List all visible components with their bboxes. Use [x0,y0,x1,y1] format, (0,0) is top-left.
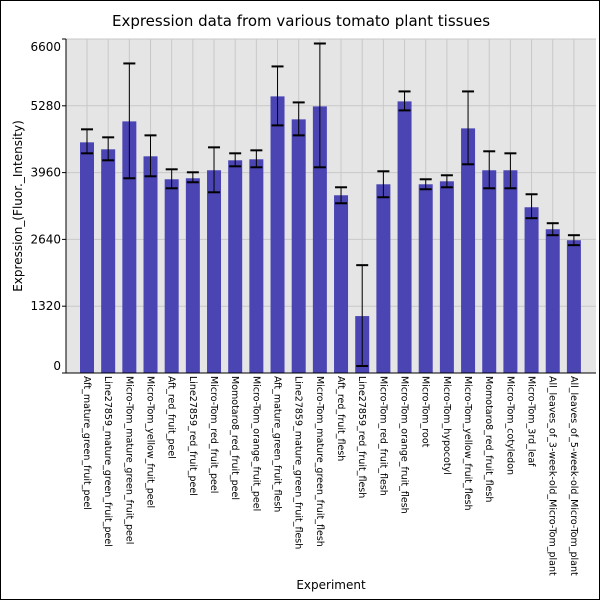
bar [418,184,433,373]
x-tick-label: Line27859_red_fruit_peel [187,376,198,496]
bar [439,181,454,373]
bar [80,142,94,373]
bar [207,170,222,373]
bar [503,170,518,373]
x-tick-label: Momotaro8_red_fruit_peel [229,376,240,500]
x-axis-label: Experiment [296,578,366,592]
bar [249,159,264,373]
x-tick-label: Micro-Tom_yellow_fruit_peel [145,376,156,508]
bar [397,101,412,373]
bar [270,96,285,374]
x-tick-label: Aft_mature_green_fruit_peel [81,376,92,510]
y-tick-label: 5280 [30,99,61,113]
x-tick-label: Micro-Tom_3rd_leaf [526,376,537,467]
x-tick-label: All_leaves_of_3-week-old_Micro-Tom_plant [547,376,558,576]
x-tick-label: Aft_red_fruit_peel [166,376,177,459]
x-tick-label: Micro-Tom_mature_green_fruit_peel [123,376,134,544]
chart-title: Expression data from various tomato plan… [112,12,490,30]
y-tick-label: 3960 [30,166,61,180]
bar [461,128,476,373]
x-tick-label: Micro-Tom_red_fruit_flesh [377,376,388,496]
x-tick-label: Line27859_mature_green_fruit_flesh [293,376,304,549]
y-tick-label: 2640 [30,232,61,246]
bar [101,149,116,373]
bar [376,184,391,373]
bar [334,195,349,373]
x-tick-label: Line27859_mature_green_fruit_peel [102,376,113,547]
bar [122,121,137,374]
bar [228,160,243,373]
y-axis-label: Expression_(Fluor._Intensity) [11,120,25,292]
x-tick-label: Micro-Tom_root [420,376,431,448]
x-tick-label: Micro-Tom_orange_fruit_flesh [399,376,410,514]
y-tick-label: 0 [53,359,61,373]
y-tick-label: 1320 [30,299,61,313]
x-tick-label: Line27859_red_fruit_flesh [356,376,367,498]
x-tick-label: Micro-Tom_mature_green_fruit_flesh [314,376,325,547]
bar [185,178,200,373]
x-tick-label: Micro-Tom_red_fruit_peel [208,376,219,493]
x-tick-label: Momotaro8_red_fruit_flesh [483,376,494,502]
x-tick-label: Micro-Tom_yellow_fruit_flesh [462,376,473,511]
x-tick-label: Micro-Tom_cotyledon [504,376,515,475]
x-tick-label: Aft_mature_green_fruit_flesh [272,376,283,512]
x-tick-label: Micro-Tom_orange_fruit_peel [250,376,261,511]
bar [143,156,158,373]
bar [291,119,306,373]
x-tick-label: Micro-Tom_hypocotyl [441,376,452,475]
x-tick-label: Aft_red_fruit_flesh [335,376,346,461]
x-tick-label: All_leaves_of_5-week-old_Micro-Tom_plant [568,376,579,576]
bar [164,179,179,373]
bar [566,240,581,373]
bar [312,106,327,373]
bar [482,170,497,373]
y-tick-label: 6600 [30,40,61,54]
bar [545,229,560,373]
bar [524,207,539,373]
